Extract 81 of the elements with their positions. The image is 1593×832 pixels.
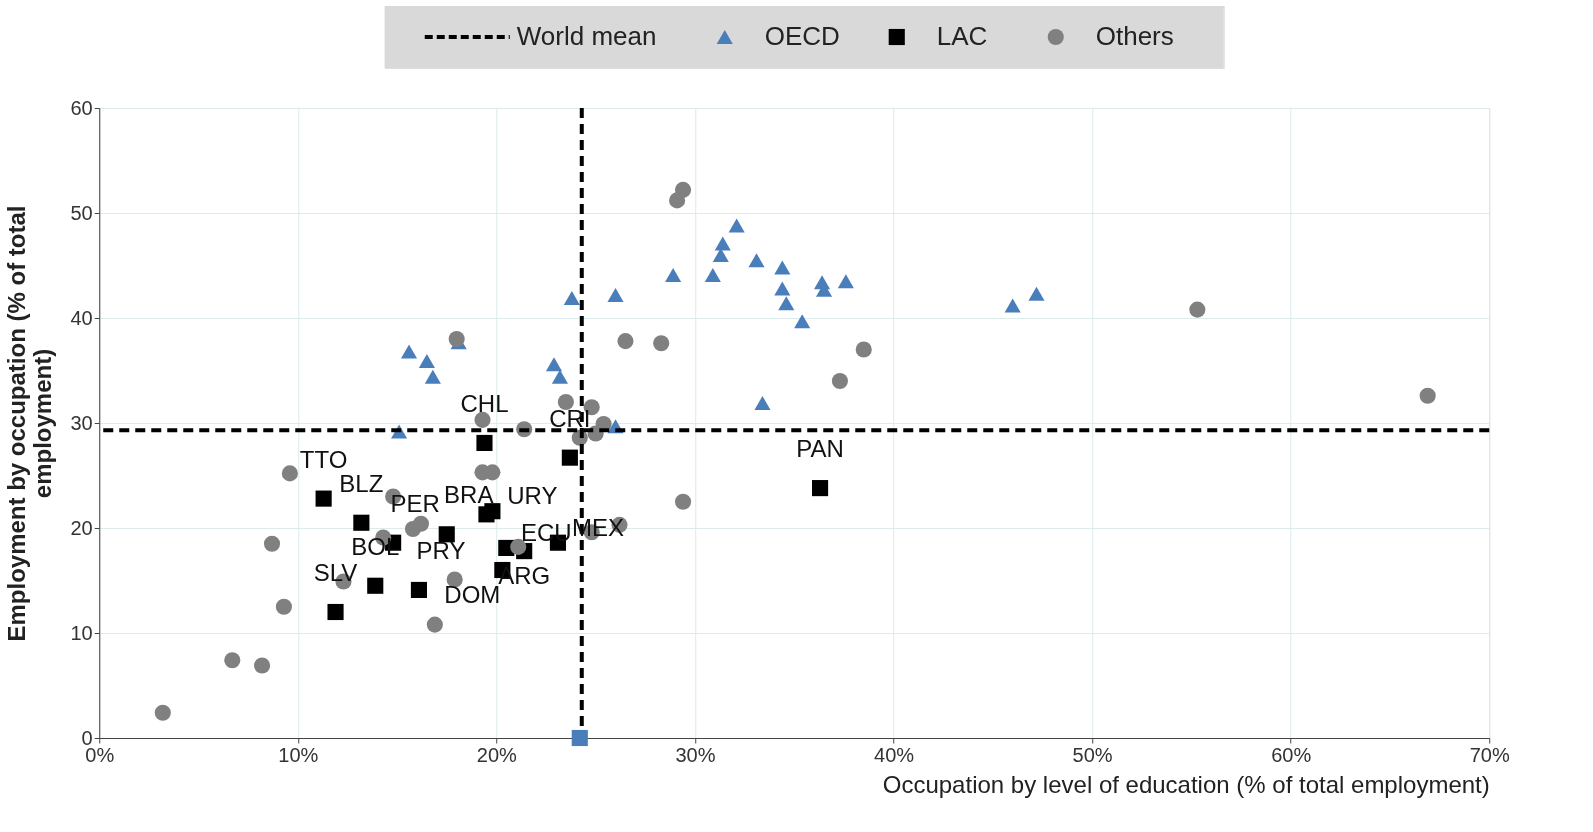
point <box>704 267 721 282</box>
y-tick-label: 20 <box>70 516 93 539</box>
point <box>426 616 443 633</box>
ref-line-label: World mean <box>516 21 657 51</box>
point <box>418 354 435 369</box>
x-tick-label: 70% <box>1469 743 1510 766</box>
legend-label: Others <box>1095 21 1174 51</box>
point <box>448 330 465 348</box>
point <box>563 291 580 306</box>
legend-label: LAC <box>936 21 988 51</box>
x-tick-label: 20% <box>476 743 518 766</box>
annotation: CRI <box>549 404 591 432</box>
point <box>794 314 811 329</box>
point <box>476 434 493 452</box>
point <box>478 506 495 523</box>
point <box>774 281 791 296</box>
point <box>254 657 271 674</box>
point <box>1419 387 1436 404</box>
point <box>545 357 563 372</box>
annotation: MEX <box>571 513 624 541</box>
annotation: URY <box>507 482 558 510</box>
point <box>1189 301 1206 318</box>
point <box>811 480 829 497</box>
point <box>424 369 441 384</box>
point <box>557 393 574 411</box>
point <box>315 490 332 507</box>
point <box>353 514 370 531</box>
annotation: PRY <box>416 536 466 564</box>
point <box>281 465 298 482</box>
point <box>561 449 578 466</box>
point <box>617 333 634 350</box>
x-tick-label: 10% <box>278 743 319 766</box>
point <box>728 218 745 233</box>
point <box>665 267 682 282</box>
legend-label: OECD <box>764 21 840 51</box>
x-axis-title: Occupation by level of education (% of total employment) <box>882 770 1490 798</box>
point <box>224 652 241 669</box>
point <box>410 581 428 599</box>
y-tick-label: 50 <box>70 201 93 224</box>
y-axis-title: Employment by occupation (% of total employment) <box>3 205 57 642</box>
x-tick-label: 40% <box>874 743 915 766</box>
point <box>551 369 568 384</box>
y-tick-label: 10 <box>70 621 93 644</box>
x-tick-label: 30% <box>675 743 716 766</box>
point <box>607 287 624 302</box>
point <box>400 344 418 359</box>
point <box>367 577 384 594</box>
point <box>412 515 429 532</box>
point <box>714 236 731 251</box>
point <box>674 493 692 510</box>
point <box>263 535 281 552</box>
point <box>712 248 729 262</box>
annotation: ECU <box>520 518 572 546</box>
annotation: BRA <box>444 481 494 509</box>
y-tick-label: 60 <box>70 96 93 119</box>
point <box>327 603 344 621</box>
y-tick-label: 30 <box>70 411 93 434</box>
point <box>653 335 670 352</box>
point <box>774 260 791 275</box>
point <box>1028 286 1045 301</box>
x-tick-label: 50% <box>1072 743 1113 766</box>
point <box>1004 298 1021 313</box>
point <box>275 598 292 615</box>
point <box>778 296 795 311</box>
point <box>474 411 491 428</box>
annotation: PER <box>390 489 440 517</box>
point <box>837 274 854 289</box>
y-tick-label: 0 <box>81 726 93 749</box>
point <box>831 372 848 390</box>
point <box>748 253 765 268</box>
annotation: SLV <box>313 559 358 586</box>
point <box>674 181 692 198</box>
x-tick-label: 60% <box>1271 743 1312 766</box>
annotation: CHL <box>460 389 509 417</box>
point <box>154 704 171 721</box>
point <box>571 729 588 747</box>
y-tick-label: 40 <box>70 306 93 329</box>
point <box>438 526 455 543</box>
annotation: PAN <box>796 435 844 463</box>
point <box>754 396 771 411</box>
point <box>855 341 872 358</box>
